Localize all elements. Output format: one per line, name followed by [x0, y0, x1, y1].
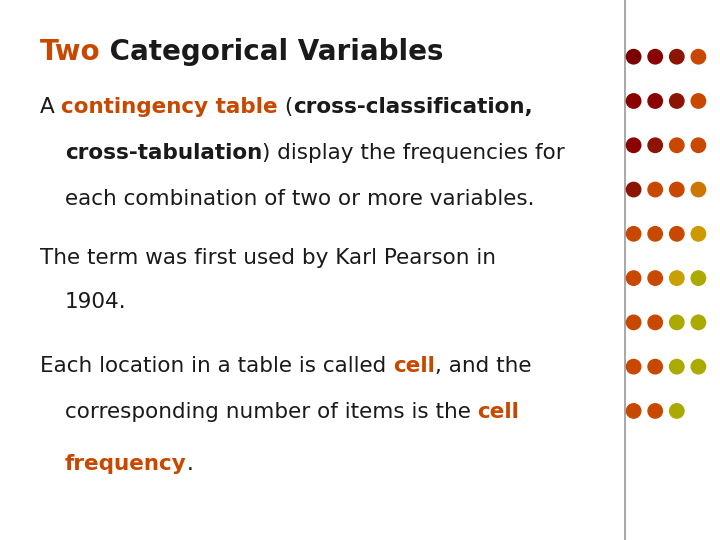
Ellipse shape: [670, 50, 684, 64]
Ellipse shape: [648, 138, 662, 152]
Ellipse shape: [691, 271, 706, 285]
Ellipse shape: [648, 50, 662, 64]
Ellipse shape: [691, 94, 706, 108]
Ellipse shape: [691, 50, 706, 64]
Ellipse shape: [648, 271, 662, 285]
Ellipse shape: [648, 315, 662, 329]
Text: cell: cell: [392, 356, 435, 376]
Ellipse shape: [670, 138, 684, 152]
Text: cross-classification,: cross-classification,: [293, 97, 533, 117]
Text: corresponding number of items is the: corresponding number of items is the: [65, 402, 477, 422]
Ellipse shape: [670, 404, 684, 418]
Text: ) display the frequencies for: ) display the frequencies for: [262, 143, 564, 163]
Text: cell: cell: [477, 402, 519, 422]
Ellipse shape: [626, 227, 641, 241]
Text: Two: Two: [40, 38, 100, 66]
Ellipse shape: [626, 138, 641, 152]
Ellipse shape: [691, 315, 706, 329]
Ellipse shape: [648, 183, 662, 197]
Text: (: (: [278, 97, 293, 117]
Text: Categorical Variables: Categorical Variables: [100, 38, 444, 66]
Ellipse shape: [670, 183, 684, 197]
Ellipse shape: [691, 183, 706, 197]
Ellipse shape: [626, 404, 641, 418]
Ellipse shape: [670, 227, 684, 241]
Ellipse shape: [670, 360, 684, 374]
Ellipse shape: [648, 404, 662, 418]
Text: Each location in a table is called: Each location in a table is called: [40, 356, 392, 376]
Text: frequency: frequency: [65, 454, 186, 474]
Text: each combination of two or more variables.: each combination of two or more variable…: [65, 189, 534, 209]
Ellipse shape: [626, 271, 641, 285]
Ellipse shape: [626, 94, 641, 108]
Ellipse shape: [691, 227, 706, 241]
Ellipse shape: [670, 315, 684, 329]
Ellipse shape: [648, 94, 662, 108]
Text: 1904.: 1904.: [65, 292, 127, 312]
Ellipse shape: [626, 50, 641, 64]
Ellipse shape: [670, 94, 684, 108]
Ellipse shape: [670, 271, 684, 285]
Text: .: .: [186, 454, 194, 474]
Ellipse shape: [626, 315, 641, 329]
Text: The term was first used by Karl Pearson in: The term was first used by Karl Pearson …: [40, 248, 495, 268]
Ellipse shape: [648, 360, 662, 374]
Ellipse shape: [691, 138, 706, 152]
Text: A: A: [40, 97, 61, 117]
Text: , and the: , and the: [435, 356, 531, 376]
Ellipse shape: [626, 183, 641, 197]
Text: cross-tabulation: cross-tabulation: [65, 143, 262, 163]
Text: contingency table: contingency table: [61, 97, 278, 117]
Ellipse shape: [691, 360, 706, 374]
Ellipse shape: [648, 227, 662, 241]
Ellipse shape: [626, 360, 641, 374]
